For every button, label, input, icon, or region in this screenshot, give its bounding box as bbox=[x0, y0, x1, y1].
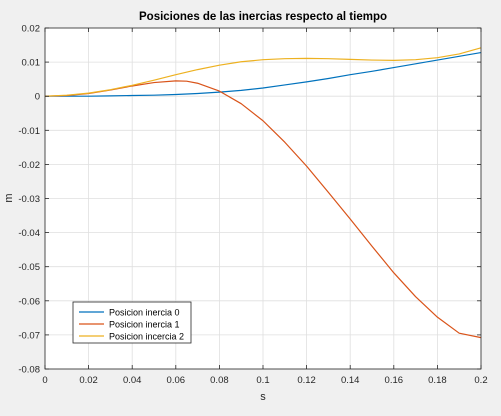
y-tick-label: 0.02 bbox=[22, 24, 41, 35]
x-tick-label: 0.08 bbox=[210, 375, 229, 386]
series-layer bbox=[44, 47, 482, 339]
y-tick-label: -0.03 bbox=[18, 194, 40, 205]
x-tick-label: 0.12 bbox=[297, 375, 316, 386]
x-tick-label: 0.02 bbox=[79, 375, 98, 386]
x-tick-label: 0.18 bbox=[428, 375, 447, 386]
x-tick-label: 0 bbox=[42, 375, 47, 386]
legend[interactable]: Posicion inercia 0 Posicion inercia 1 Posi… bbox=[72, 301, 192, 344]
x-tick-label: 0.04 bbox=[123, 375, 142, 386]
series-line-0 bbox=[45, 51, 482, 97]
y-axis-label: m bbox=[3, 193, 15, 202]
y-tick-label: 0.01 bbox=[22, 58, 41, 69]
x-tick-label: 0.16 bbox=[385, 375, 404, 386]
y-tick-label: -0.04 bbox=[18, 228, 40, 239]
legend-label-0: Posicion inercia 0 bbox=[109, 308, 180, 318]
x-tick-label: 0.14 bbox=[341, 375, 360, 386]
legend-label-1: Posicion inercia 1 bbox=[109, 320, 180, 330]
y-tick-label: -0.08 bbox=[18, 365, 40, 376]
y-tick-label: -0.05 bbox=[18, 262, 40, 273]
series-line-2 bbox=[44, 47, 482, 97]
x-tick-label: 0.06 bbox=[167, 375, 186, 386]
axis-ticks: 0 0.02 0.04 0.06 0.08 0.1 0.12 0.14 0.16 0.18 0.2 0… bbox=[18, 24, 487, 387]
y-tick-label: -0.01 bbox=[18, 126, 40, 137]
chart-title: Posiciones de las inercias respecto al t… bbox=[139, 11, 387, 23]
y-tick-label: -0.06 bbox=[18, 296, 40, 307]
x-axis-label: s bbox=[260, 391, 266, 403]
x-tick-label: 0.1 bbox=[256, 375, 269, 386]
y-tick-label: -0.02 bbox=[18, 160, 40, 171]
x-tick-label: 0.2 bbox=[474, 375, 487, 386]
y-tick-label: -0.07 bbox=[18, 330, 40, 341]
legend-label-2: Posicion incercia 2 bbox=[109, 332, 184, 342]
y-tick-label: 0 bbox=[35, 92, 40, 103]
